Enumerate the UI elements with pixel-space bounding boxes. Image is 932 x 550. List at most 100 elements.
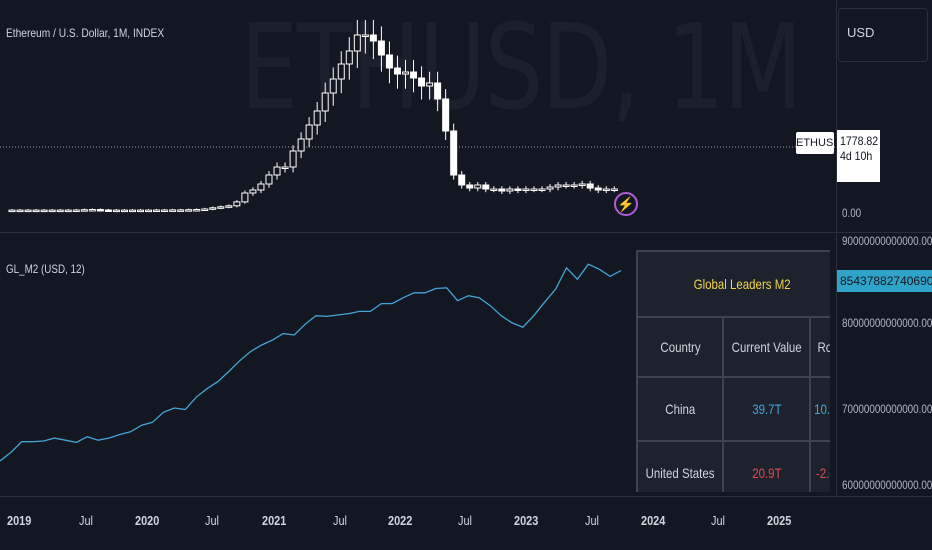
candle-body xyxy=(490,188,498,191)
table-header-country: Country xyxy=(636,316,725,378)
indicator-axis-label: 60000000000000.00 xyxy=(842,478,932,492)
candle-body xyxy=(217,206,225,209)
candle-body xyxy=(289,150,297,168)
indicator-axis-label: 70000000000000.00 xyxy=(842,402,932,416)
candle-body xyxy=(80,209,88,212)
x-axis-label: 2022 xyxy=(388,513,413,528)
candle-body xyxy=(329,78,337,94)
x-axis-label: 2025 xyxy=(767,513,792,528)
x-axis-label: 2024 xyxy=(641,513,666,528)
candle-body xyxy=(265,174,273,185)
table-header-roc: RoC xyxy=(809,316,830,378)
bar-close-countdown: 4d 10h xyxy=(840,149,873,163)
symbol-title[interactable]: Ethereum / U.S. Dollar, 1M, INDEX xyxy=(6,26,165,40)
candle-body xyxy=(602,188,610,191)
candle-body xyxy=(88,209,96,212)
x-axis-label: Jul xyxy=(205,513,219,528)
candle-body xyxy=(169,209,177,212)
candle-body xyxy=(482,184,490,190)
price-axis-zero-label: 0.00 xyxy=(842,206,862,220)
x-axis-label: 2021 xyxy=(262,513,287,528)
pane-separator[interactable] xyxy=(0,232,932,233)
candle-body xyxy=(112,209,120,213)
candle-body xyxy=(434,82,442,100)
symbol-price-tag: ETHUSD xyxy=(796,132,841,154)
candle-body xyxy=(313,110,321,126)
table-row: United States 20.9T -2.65 xyxy=(636,440,830,492)
candle-body xyxy=(161,209,169,212)
candle-body xyxy=(377,40,385,56)
candle-body xyxy=(369,34,377,42)
m2-leaders-table: Global Leaders M2 Country Current Value … xyxy=(636,250,830,492)
x-axis-label: 2020 xyxy=(135,513,160,528)
table-cell-country: United States xyxy=(636,440,725,492)
table-row: China 39.7T 10.13 xyxy=(636,376,830,442)
candle-body xyxy=(257,183,265,191)
candle-body xyxy=(474,184,482,189)
candle-body xyxy=(201,208,209,211)
m2-series-line xyxy=(0,263,622,462)
candle-body xyxy=(233,201,241,207)
candle-body xyxy=(32,209,40,213)
candle-body xyxy=(96,209,104,212)
price-axis-divider xyxy=(836,0,837,496)
x-axis-label: Jul xyxy=(333,513,347,528)
candle-body xyxy=(120,209,128,213)
candle-body xyxy=(177,209,185,212)
candle-body xyxy=(530,188,538,191)
table-header-value: Current Value xyxy=(722,316,812,378)
candle-body xyxy=(145,209,153,213)
candle-body xyxy=(225,205,233,208)
candle-body xyxy=(426,82,434,87)
candle-body xyxy=(410,71,418,79)
candle-body xyxy=(586,183,594,189)
table-cell-value: 20.9T xyxy=(722,440,812,492)
candle-body xyxy=(546,186,554,190)
table-cell-roc: 10.13 xyxy=(809,376,830,442)
candle-body xyxy=(506,188,514,192)
candle-body xyxy=(56,209,64,213)
last-price-box: 1778.82 4d 10h xyxy=(836,130,880,182)
candle-body xyxy=(466,184,474,189)
candle-body xyxy=(450,130,458,176)
candle-body xyxy=(442,98,450,132)
indicator-label[interactable]: GL_M2 (USD, 12) xyxy=(6,262,85,276)
candle-body xyxy=(8,209,16,213)
candle-body xyxy=(361,34,369,37)
indicator-axis-label: 80000000000000.00 xyxy=(842,316,932,330)
candle-body xyxy=(104,209,112,212)
candle-body xyxy=(402,71,409,75)
lightning-icon[interactable]: ⚡ xyxy=(614,192,638,216)
candle-body xyxy=(321,92,329,112)
candle-body xyxy=(297,138,305,152)
currency-button[interactable]: USD xyxy=(838,8,928,62)
candle-body xyxy=(16,209,24,213)
time-axis[interactable]: 2019 Jul 2020 Jul 2021 Jul 2022 Jul 2023… xyxy=(0,497,932,550)
x-axis-label: Jul xyxy=(458,513,472,528)
candle-body xyxy=(337,63,345,80)
candle-body xyxy=(562,184,570,187)
candle-body xyxy=(514,188,522,191)
candle-body xyxy=(418,77,426,87)
candle-body xyxy=(594,187,602,191)
candle-body xyxy=(249,189,257,194)
candle-body xyxy=(64,209,72,213)
indicator-current-value-tag: 85437882740690.00 xyxy=(836,270,932,292)
candle-body xyxy=(305,124,313,140)
table-cell-roc: -2.65 xyxy=(809,440,830,492)
candle-body xyxy=(498,188,506,192)
candle-body xyxy=(273,166,281,176)
table-cell-country: China xyxy=(636,376,725,442)
candle-body xyxy=(40,209,48,213)
table-title: Global Leaders M2 xyxy=(636,250,830,318)
m2-line-chart[interactable] xyxy=(0,233,836,493)
candle-body xyxy=(281,166,289,169)
candle-body xyxy=(193,209,201,212)
candlestick-series xyxy=(8,19,618,213)
candle-body xyxy=(241,192,249,203)
candle-body xyxy=(578,183,586,186)
price-pane[interactable] xyxy=(0,0,836,232)
candle-body xyxy=(538,188,546,191)
candle-body xyxy=(458,174,466,186)
candle-body xyxy=(128,209,136,213)
